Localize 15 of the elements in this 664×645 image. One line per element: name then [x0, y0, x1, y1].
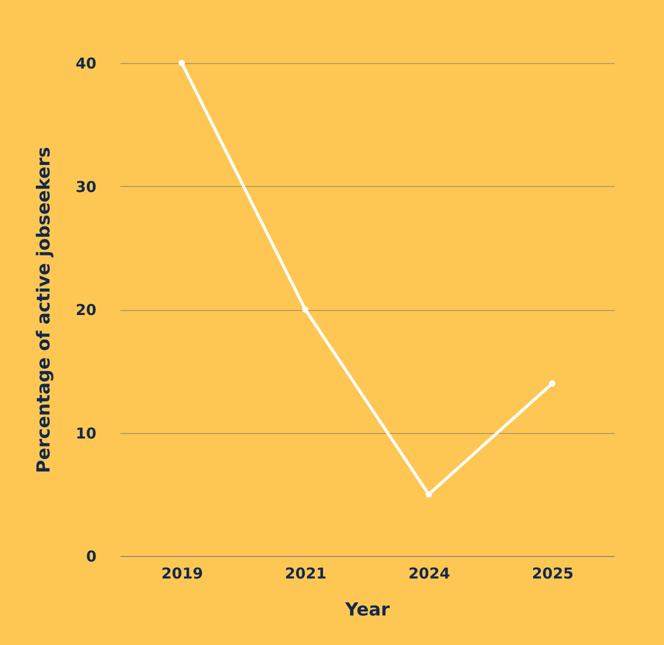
point [426, 491, 432, 498]
y-tick-label: 20 [76, 301, 96, 319]
x-axis-title: Year [344, 600, 390, 620]
y-tick-label: 40 [76, 54, 96, 72]
y-axis-title: Percentage of active jobseekers [34, 146, 55, 474]
x-tick-label: 2019 [161, 564, 204, 582]
point [302, 306, 308, 313]
x-tick-label: 2021 [284, 564, 327, 582]
x-tick-label: 2025 [532, 564, 574, 582]
point [178, 60, 185, 66]
y-tick-label: 30 [76, 178, 96, 196]
y-tick-label: 0 [86, 548, 96, 566]
point [549, 380, 556, 387]
y-tick-label: 10 [76, 424, 96, 442]
x-tick-label: 2024 [408, 564, 450, 582]
